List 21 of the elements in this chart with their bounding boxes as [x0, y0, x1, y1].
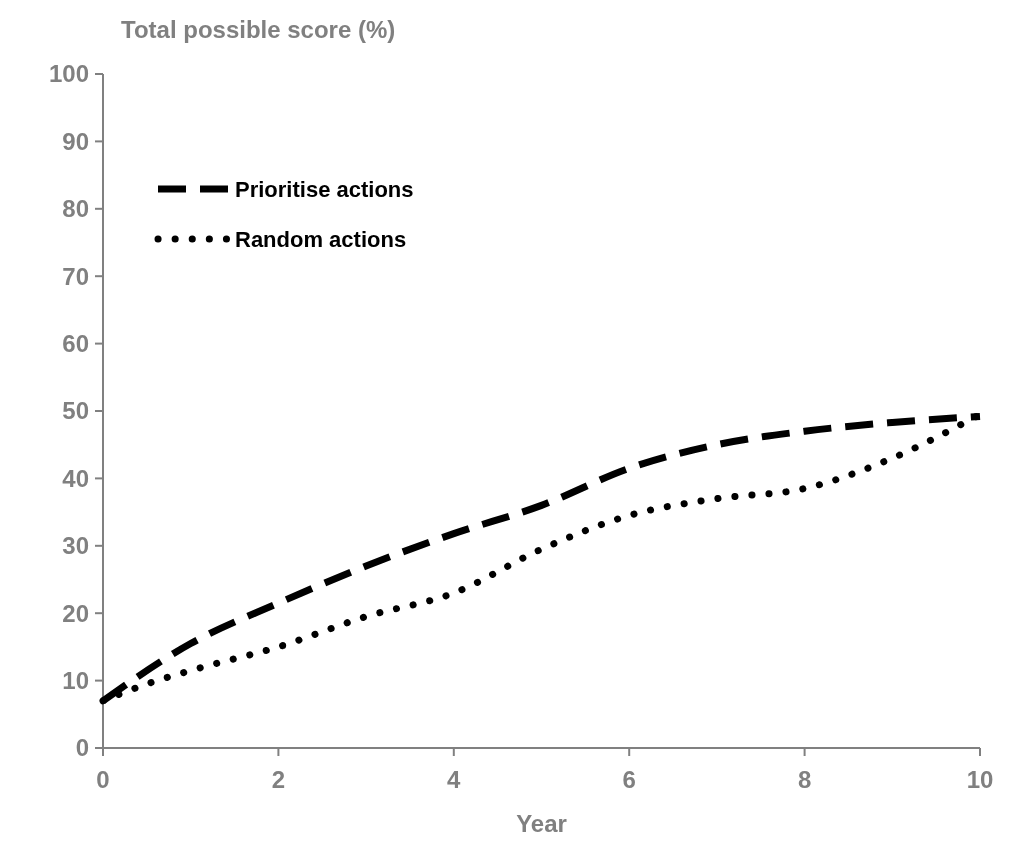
y-tick-label: 60 [62, 330, 89, 357]
y-tick-label: 50 [62, 397, 89, 425]
y-tick-label: 40 [62, 464, 89, 492]
x-tick-label: 4 [447, 766, 462, 793]
y-tick-label: 20 [62, 599, 89, 627]
x-tick-label: 10 [966, 766, 994, 793]
y-tick-label: 80 [62, 195, 89, 223]
x-tick-label: 8 [797, 766, 812, 793]
legend-label: Random actions [235, 226, 407, 252]
y-tick-label: 30 [62, 532, 89, 560]
y-axis-title: Total possible score (%) [121, 16, 396, 43]
x-axis-title: Year [516, 810, 567, 837]
y-tick-label: 100 [48, 60, 89, 88]
x-tick-label: 0 [96, 766, 110, 793]
x-tick-label: 6 [622, 766, 636, 793]
y-tick-label: 70 [62, 262, 89, 290]
y-tick-label: 10 [62, 667, 89, 694]
legend-label: Prioritise actions [235, 176, 414, 202]
y-tick-label: 0 [75, 734, 89, 762]
x-tick-label: 2 [271, 766, 286, 793]
y-tick-label: 90 [62, 127, 89, 155]
